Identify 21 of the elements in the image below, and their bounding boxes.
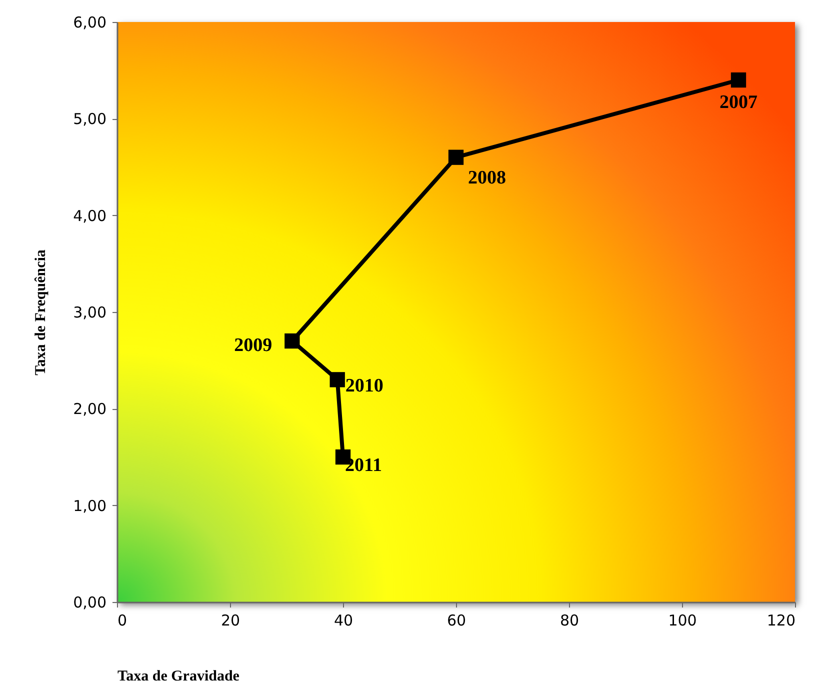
y-tick-label: 1,00: [73, 496, 106, 515]
y-axis-title: Taxa de Frequência: [33, 249, 50, 376]
annotation: 2009: [234, 335, 272, 356]
y-tick-label: 3,00: [73, 304, 106, 322]
x-tick-label: 60: [446, 612, 466, 630]
y-tick-label: 6,00: [73, 14, 106, 32]
x-tick-label: 100: [668, 612, 697, 630]
x-tick-label: 20: [220, 612, 240, 630]
y-tick-label: 5,00: [73, 110, 106, 128]
annotation: 2010: [345, 376, 384, 397]
y-tick-label: 0,00: [73, 594, 106, 612]
annotation: 2008: [468, 167, 506, 188]
annotation: 2011: [345, 455, 382, 476]
y-tick-label: 2,00: [73, 400, 106, 418]
annotation: 2007: [720, 92, 758, 113]
y-tick-label: 4,00: [73, 206, 106, 225]
x-tick-label: 40: [334, 612, 354, 630]
x-tick-label: 120: [766, 612, 796, 630]
x-tick-label: 0: [118, 612, 128, 630]
x-tick-label: 80: [560, 612, 580, 630]
x-axis-title: Taxa de Gravidade: [118, 668, 240, 684]
